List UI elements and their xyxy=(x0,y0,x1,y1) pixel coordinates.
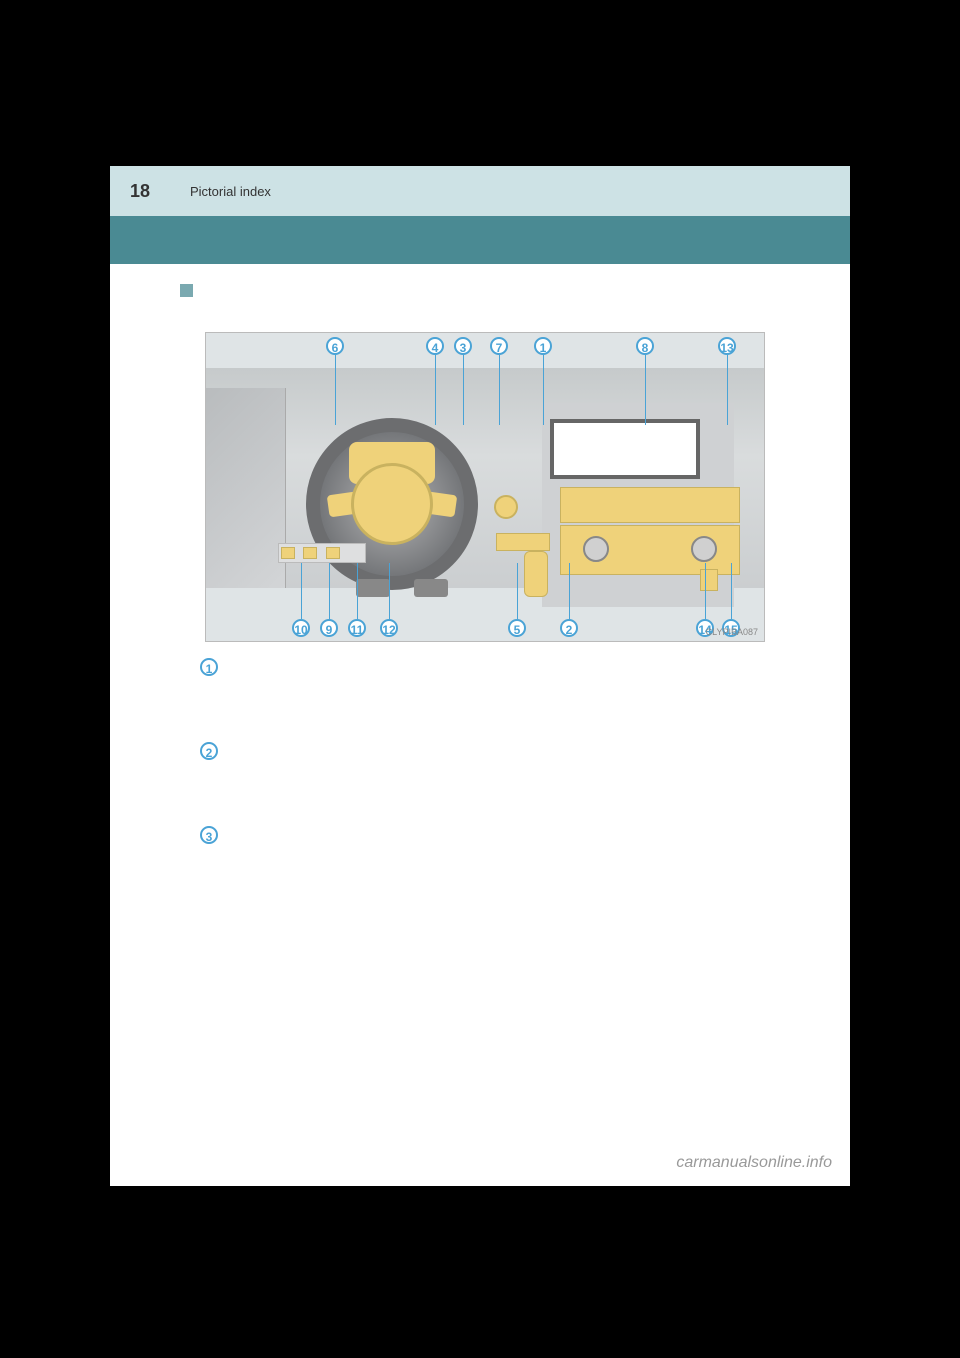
climate-knob-left xyxy=(583,536,609,562)
callout-number: 5 xyxy=(508,619,526,637)
callout-number: 1 xyxy=(534,337,552,355)
switch-icon xyxy=(281,547,295,559)
instrument-panel-diagram: 64371813 1091112521415 CLYPIBA087 xyxy=(205,332,765,642)
section-bullet-icon xyxy=(180,284,193,297)
watermark: carmanualsonline.info xyxy=(676,1154,832,1172)
item-callout-number: 2 xyxy=(200,742,218,760)
shift-lever xyxy=(524,551,548,597)
callout-number: 12 xyxy=(380,619,398,637)
callout-lead xyxy=(517,563,518,619)
callout-lead xyxy=(435,355,436,425)
index-item: 3 xyxy=(200,824,790,846)
climate-knob-right xyxy=(691,536,717,562)
section-title: Pictorial index xyxy=(190,184,271,199)
callout-lead xyxy=(731,563,732,619)
callout-lead xyxy=(645,355,646,425)
nav-screen xyxy=(550,419,700,479)
callout-lead xyxy=(727,355,728,425)
manual-page: 18 Pictorial index xyxy=(110,166,850,1186)
callout-lead xyxy=(301,563,302,619)
callout-number: 2 xyxy=(560,619,578,637)
horn-pad xyxy=(351,463,433,545)
index-item: 1 xyxy=(200,656,790,678)
item-callout-number: 1 xyxy=(200,658,218,676)
audio-panel xyxy=(560,487,740,523)
index-item: 2 xyxy=(200,740,790,762)
switch-icon xyxy=(303,547,317,559)
callout-lead xyxy=(335,355,336,425)
callout-number: 10 xyxy=(292,619,310,637)
item-callout-number: 3 xyxy=(200,826,218,844)
pedal-icon xyxy=(356,579,390,597)
callout-number: 3 xyxy=(454,337,472,355)
callout-number: 8 xyxy=(636,337,654,355)
image-code: CLYPIBA087 xyxy=(706,627,758,637)
callout-lead xyxy=(463,355,464,425)
callout-number: 6 xyxy=(326,337,344,355)
left-switch-panel xyxy=(278,543,366,563)
door-panel xyxy=(206,388,286,588)
page-content: 64371813 1091112521415 CLYPIBA087 123 xyxy=(110,264,850,846)
callout-lead xyxy=(499,355,500,425)
steering-wheel xyxy=(306,418,478,590)
callout-lead xyxy=(705,563,706,619)
callout-number: 13 xyxy=(718,337,736,355)
header-band: 18 Pictorial index xyxy=(110,166,850,216)
teal-band xyxy=(110,216,850,264)
lower-switch-panel xyxy=(496,533,550,551)
page-number: 18 xyxy=(130,181,150,202)
callout-lead xyxy=(543,355,544,425)
engine-start-button xyxy=(494,495,518,519)
callout-lead xyxy=(329,563,330,619)
callout-lead xyxy=(357,563,358,619)
callout-number: 4 xyxy=(426,337,444,355)
callout-number: 7 xyxy=(490,337,508,355)
callout-number: 9 xyxy=(320,619,338,637)
glovebox-button xyxy=(700,569,718,591)
switch-icon xyxy=(326,547,340,559)
climate-panel xyxy=(560,525,740,575)
callout-lead xyxy=(389,563,390,619)
callout-number: 11 xyxy=(348,619,366,637)
pedal-icon xyxy=(414,579,448,597)
callout-lead xyxy=(569,563,570,619)
